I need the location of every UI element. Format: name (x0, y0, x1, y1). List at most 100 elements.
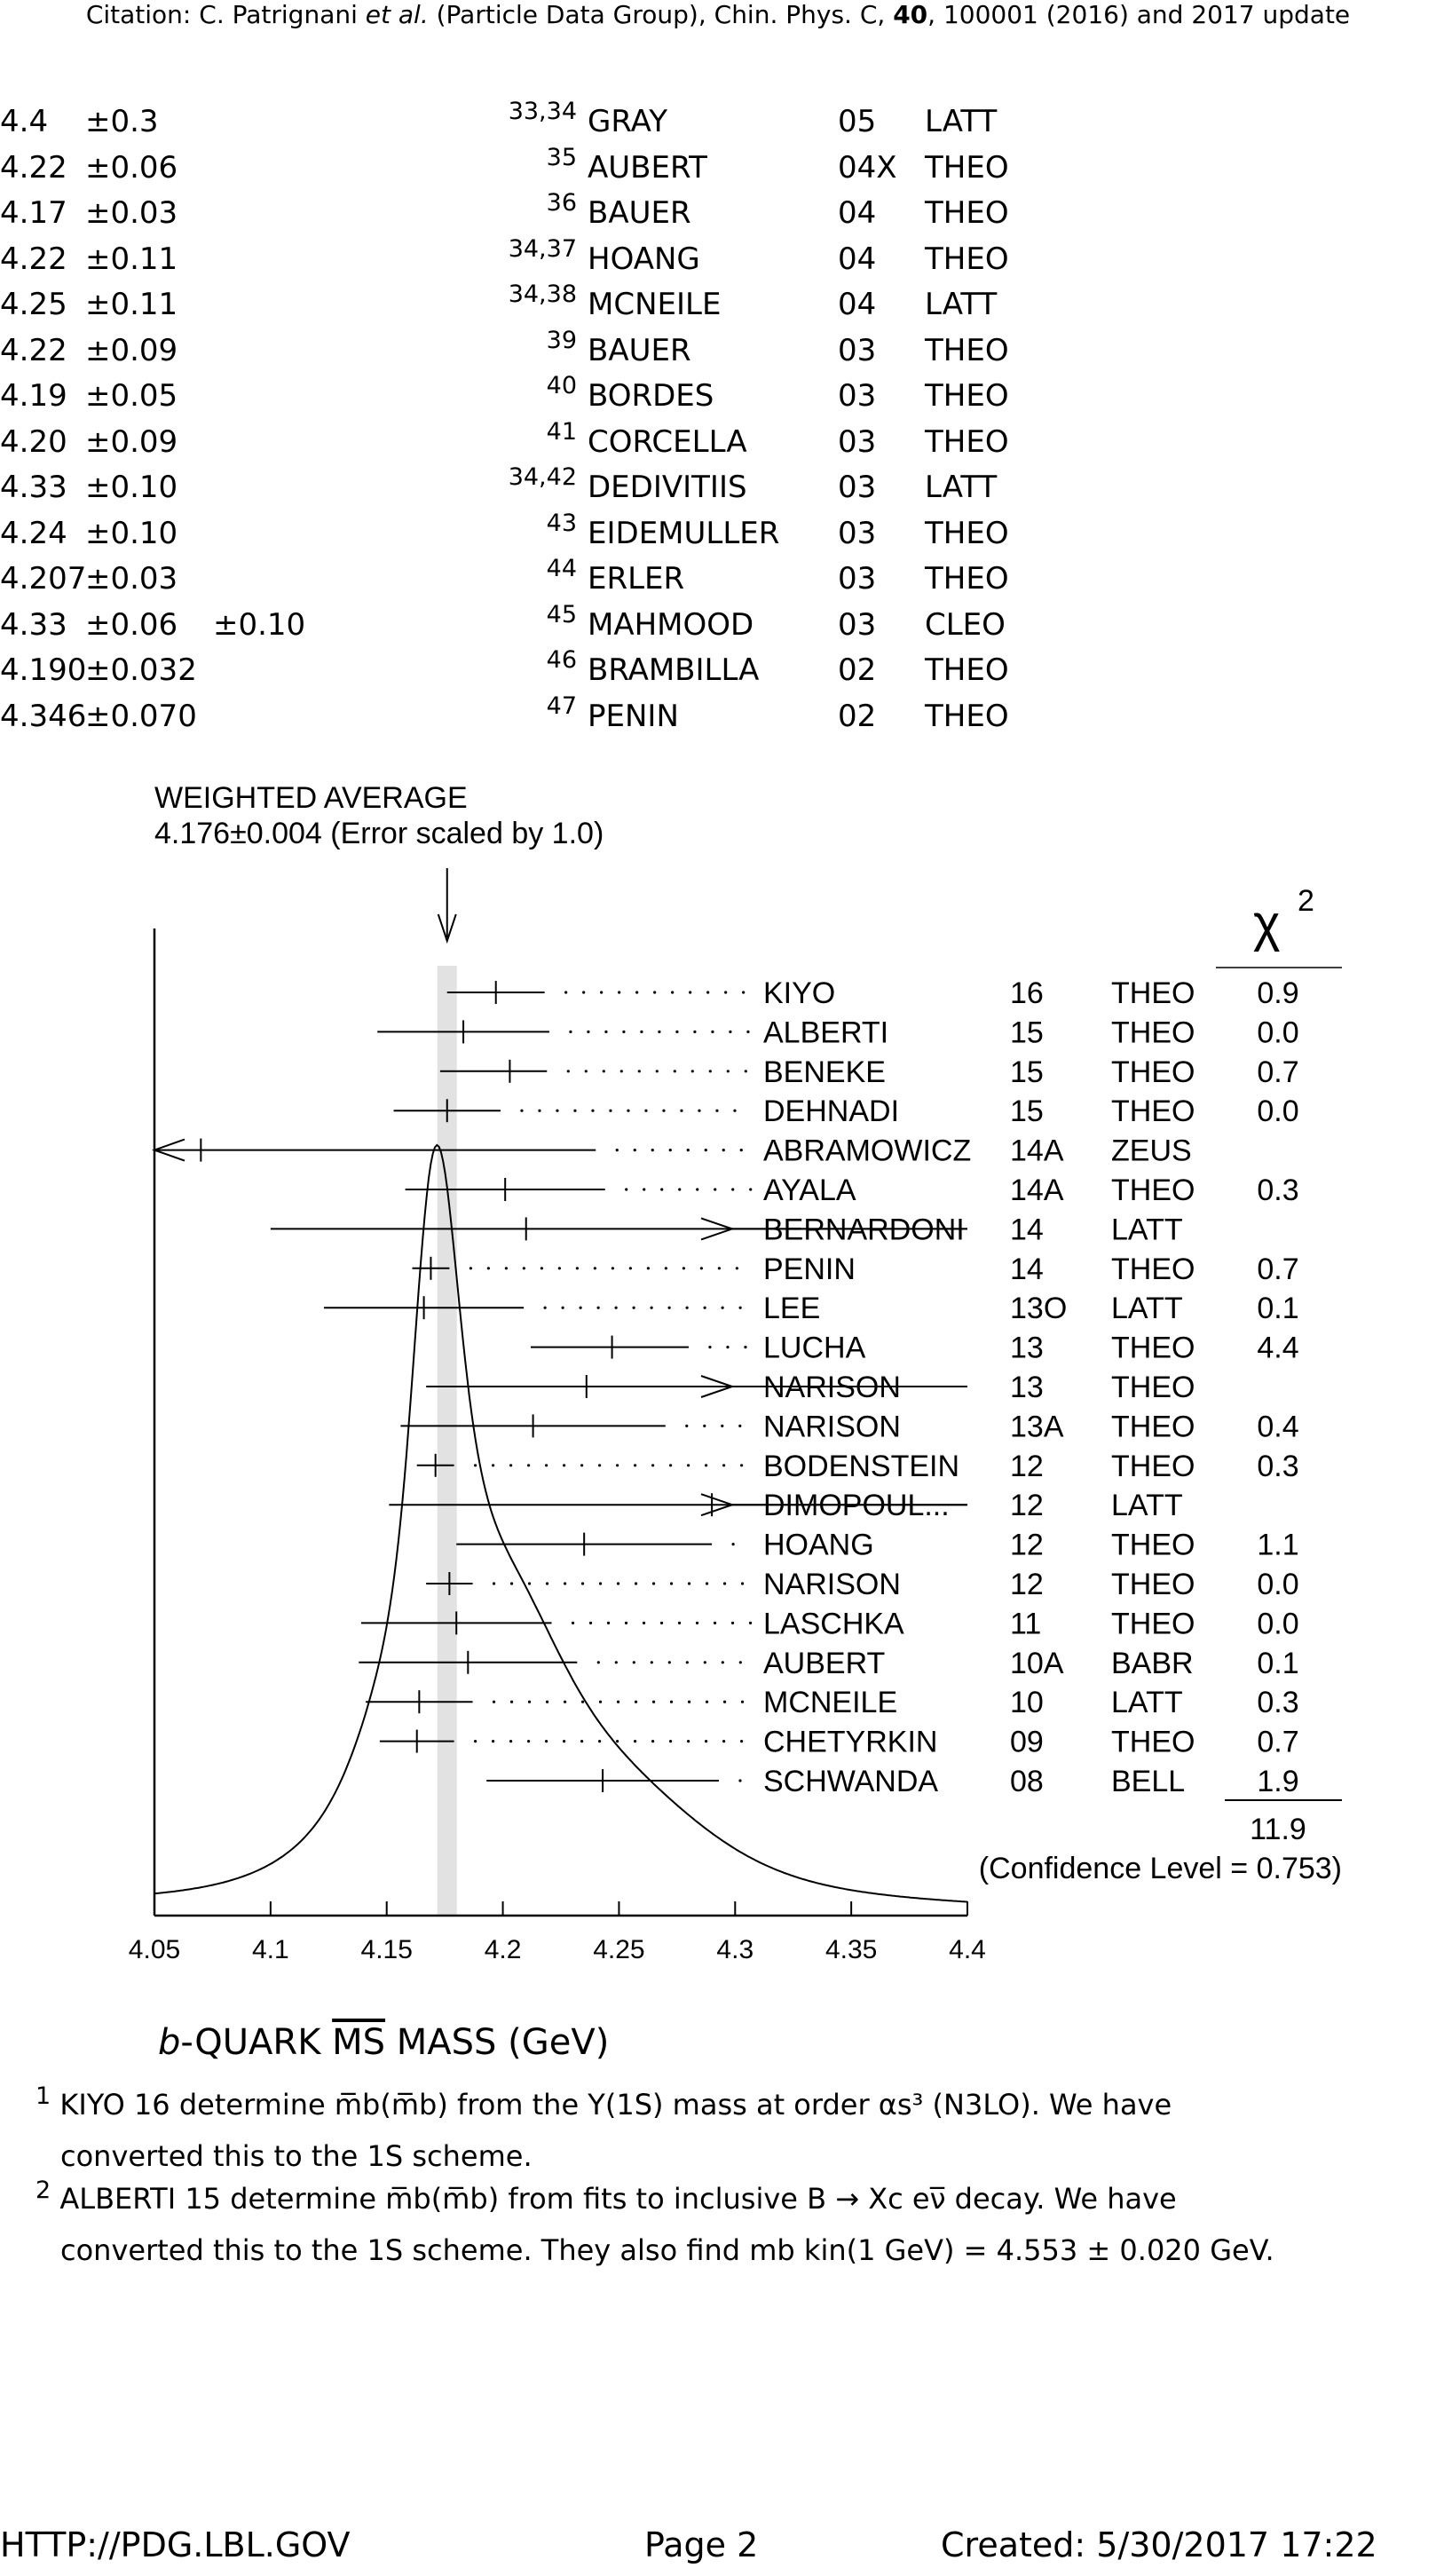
leader-dot (667, 1306, 671, 1309)
leader-dot (643, 1188, 646, 1191)
leader-dot (632, 1306, 635, 1309)
entry-tecn: THEO (1111, 1568, 1195, 1601)
entry-year: 16 (1010, 976, 1044, 1010)
leader-dot (703, 1424, 706, 1427)
meas-tecn: THEO (925, 423, 1009, 460)
meas-author: MAHMOOD (588, 606, 754, 643)
meas-author: HOANG (588, 241, 700, 277)
meas-value: 4.24 (0, 515, 67, 551)
leader-dot (689, 991, 692, 994)
citation-etal: et al. (365, 0, 429, 29)
entry-year: 14A (1010, 1173, 1064, 1207)
meas-ref-number: 34,38 (508, 281, 577, 308)
leader-dot (721, 1661, 724, 1664)
entry-tecn: LATT (1111, 1686, 1183, 1719)
entry-label: AUBERT (763, 1647, 885, 1680)
meas-refs: 39 (546, 326, 577, 376)
leader-dot (637, 1070, 641, 1073)
leader-dot (556, 1109, 559, 1112)
entry-label: MCNEILE (763, 1686, 897, 1719)
meas-error: ±0.3 (85, 104, 159, 139)
meas-error: ±0.11 (85, 241, 178, 277)
leader-dot (557, 1267, 561, 1270)
meas-ref-number: 39 (546, 326, 577, 354)
footnote-2: 2 ALBERTI 15 determine m̅b(m̅b) from fit… (36, 2177, 1177, 2224)
entry-year: 08 (1010, 1765, 1044, 1798)
leader-dot (703, 1306, 706, 1309)
leader-dot (651, 1740, 655, 1743)
meas-year: 04 (838, 195, 877, 231)
entry-tecn: THEO (1111, 1015, 1195, 1049)
meas-error: ±0.06 (85, 606, 178, 643)
leader-dot (744, 1346, 747, 1349)
leader-dot (474, 1464, 477, 1467)
entry-year: 12 (1010, 1450, 1044, 1483)
entry-chi2: 0.3 (1257, 1173, 1298, 1207)
entry-chi2: 0.7 (1257, 1726, 1298, 1759)
leader-dot (635, 991, 639, 994)
leader-dot (713, 1621, 717, 1624)
leader-dot (738, 1306, 742, 1309)
meas-error: ±0.09 (85, 423, 178, 460)
entry-year: 13 (1010, 1331, 1044, 1365)
leader-dot (632, 1661, 635, 1664)
meas-year: 03 (838, 470, 877, 505)
meas-year: 02 (838, 698, 877, 734)
entry-label: BERNARDONI (763, 1213, 965, 1246)
leader-dot (509, 1700, 514, 1703)
entry-tecn: THEO (1111, 1094, 1195, 1128)
entry-year: 14 (1010, 1252, 1044, 1286)
meas-tecn: THEO (925, 195, 1009, 231)
meas-ref-number: 45 (546, 600, 577, 628)
entry-tecn: LATT (1111, 1213, 1183, 1246)
footer-url[interactable]: HTTP://PDG.LBL.GOV (0, 2525, 351, 2564)
entry-tecn: THEO (1111, 1726, 1195, 1759)
leader-dot (573, 1109, 577, 1112)
meas-ref-number: 41 (546, 417, 577, 446)
meas-refs: 33,34 (509, 98, 577, 147)
arrow-left (151, 1138, 185, 1162)
entry-tecn: THEO (1111, 1173, 1195, 1207)
meas-year: 03 (838, 515, 877, 551)
leader-dot (738, 1779, 742, 1782)
leader-dot (664, 1267, 667, 1270)
meas-year: 04X (838, 149, 897, 186)
entry-label: AYALA (763, 1173, 856, 1207)
leader-dot (724, 991, 728, 994)
leader-dot (563, 1740, 566, 1743)
meas-refs: 45 (546, 600, 577, 651)
leader-dot (690, 1070, 694, 1073)
leader-dot (563, 1582, 567, 1585)
leader-dot (704, 1149, 707, 1152)
leader-dot (616, 1464, 619, 1467)
x-tick-label: 4.3 (716, 1935, 754, 1964)
meas-year: 03 (838, 378, 877, 414)
leader-dot (598, 1582, 603, 1585)
leader-dot (522, 1267, 525, 1270)
citation-tail: , 100001 (2016) and 2017 update (927, 0, 1351, 29)
leader-dot (671, 991, 675, 994)
footnote-1-line1: KIYO 16 determine m̅b(m̅b) from the Υ(1S… (59, 2088, 1172, 2122)
leader-dot (588, 1621, 593, 1624)
x-tick-label: 4.05 (129, 1935, 180, 1964)
entry-year: 13A (1010, 1410, 1064, 1443)
leader-dot (650, 1306, 653, 1309)
meas-author: AUBERT (588, 149, 707, 186)
meas-tecn: THEO (925, 149, 1009, 186)
entry-label: LEE (763, 1292, 820, 1325)
leader-dot (486, 1267, 490, 1270)
arrow-right (700, 1493, 736, 1517)
footnote-1-line2: converted this to the 1S scheme. (60, 2139, 533, 2173)
leader-dot (596, 1306, 600, 1309)
chart-title-line1: WEIGHTED AVERAGE (154, 781, 468, 815)
entry-year: 14A (1010, 1134, 1064, 1168)
x-tick-label: 4.25 (593, 1935, 644, 1964)
leader-dot (662, 1109, 666, 1112)
leader-dot (598, 1464, 602, 1467)
leader-dot (708, 1346, 712, 1349)
leader-dot (685, 1306, 689, 1309)
leader-dot (616, 1582, 620, 1585)
meas-tecn: THEO (925, 652, 1009, 688)
leader-dot (527, 1740, 531, 1743)
